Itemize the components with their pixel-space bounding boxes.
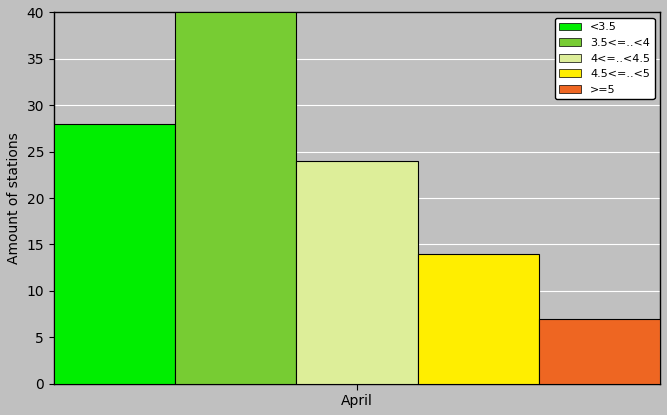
Y-axis label: Amount of stations: Amount of stations [7, 132, 21, 264]
Bar [175, 12, 296, 383]
Bar [296, 161, 418, 383]
Bar [418, 254, 539, 383]
Bar [54, 124, 175, 383]
Legend: <3.5, 3.5<=..<4, 4<=..<4.5, 4.5<=..<5, >=5: <3.5, 3.5<=..<4, 4<=..<4.5, 4.5<=..<5, >… [554, 18, 654, 99]
Bar [539, 319, 660, 383]
